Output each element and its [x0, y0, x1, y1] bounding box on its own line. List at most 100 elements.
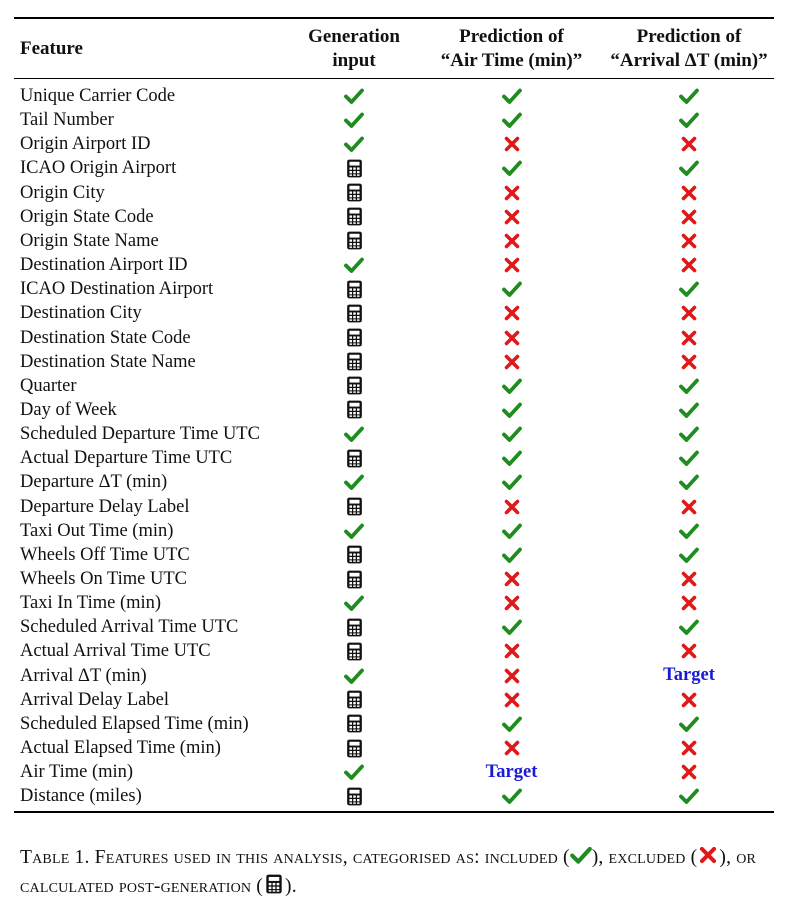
cell-arrival [604, 156, 774, 180]
feature-name: Arrival Delay Label [20, 689, 169, 710]
feature-name: Departure ΔT (min) [20, 472, 168, 493]
cell-gen-input [289, 591, 419, 615]
check-icon [501, 279, 522, 299]
cell-arrival [604, 784, 774, 808]
check-icon [679, 617, 699, 637]
cell-gen-input [289, 253, 419, 277]
cell-arrival [604, 350, 774, 374]
table-row: Scheduled Departure Time UTC [14, 422, 774, 446]
cell-air-time [419, 446, 604, 470]
feature-name: Scheduled Departure Time UTC [20, 424, 260, 445]
feature-name: Actual Arrival Time UTC [20, 641, 211, 662]
calculator-icon [344, 206, 365, 227]
check-icon [679, 86, 699, 106]
table-row: Quarter [14, 374, 774, 398]
check-icon [344, 521, 364, 541]
feature-name: Air Time (min) [20, 762, 134, 783]
cell-air-time [419, 84, 604, 108]
table-row: Wheels On Time UTC [14, 567, 774, 591]
cell-arrival [604, 301, 774, 325]
caption-text-4: ). [285, 876, 297, 897]
calculator-icon [344, 351, 365, 372]
check-icon [344, 255, 364, 275]
caption-text-1: Features used in this analysis, categori… [94, 847, 570, 868]
check-icon [501, 521, 522, 541]
table-row: Scheduled Arrival Time UTC [14, 615, 774, 639]
table-row: Origin Airport ID [14, 132, 774, 156]
cell-air-time [419, 326, 604, 350]
cell-gen-input [289, 108, 419, 132]
cross-icon [679, 690, 699, 710]
calculator-icon [344, 399, 365, 420]
feature-name: Destination City [20, 303, 142, 324]
cell-air-time [419, 205, 604, 229]
table-row: Taxi In Time (min) [14, 591, 774, 615]
cell-arrival [604, 229, 774, 253]
table-row: Actual Arrival Time UTC [14, 639, 774, 663]
check-icon [501, 545, 522, 565]
cell-arrival [604, 253, 774, 277]
table-row: Unique Carrier Code [14, 84, 774, 108]
cell-air-time [419, 567, 604, 591]
check-icon [344, 424, 364, 444]
cell-arrival [604, 326, 774, 350]
table-row: Wheels Off Time UTC [14, 543, 774, 567]
table-row: Departure Delay Label [14, 495, 774, 519]
cell-gen-input [289, 736, 419, 760]
table-bottom-rule [14, 811, 774, 813]
calculator-icon [344, 713, 365, 734]
cross-icon [679, 497, 699, 517]
header-arrival: Prediction of “Arrival ΔT (min)” [604, 25, 774, 73]
cross-icon [679, 569, 699, 589]
table-row: Arrival Delay Label [14, 688, 774, 712]
cell-air-time [419, 132, 604, 156]
feature-name: Origin Airport ID [20, 134, 151, 155]
feature-name: ICAO Destination Airport [20, 279, 214, 300]
cell-gen-input [289, 422, 419, 446]
cell-air-time [419, 784, 604, 808]
cell-gen-input [289, 84, 419, 108]
cross-icon [679, 255, 699, 275]
table-row: Tail Number [14, 108, 774, 132]
cell-gen-input [289, 784, 419, 808]
calculator-icon [344, 641, 365, 662]
cross-icon [502, 183, 522, 203]
check-icon [679, 545, 699, 565]
cross-icon [502, 231, 522, 251]
cell-gen-input [289, 615, 419, 639]
cell-gen-input [289, 567, 419, 591]
feature-name: Wheels On Time UTC [20, 569, 188, 589]
cell-air-time: Target [419, 760, 604, 784]
cell-arrival [604, 567, 774, 591]
feature-name: Origin State Code [20, 206, 154, 227]
cross-icon [679, 134, 699, 154]
cell-gen-input [289, 470, 419, 494]
cell-air-time [419, 398, 604, 422]
cross-icon [679, 207, 699, 227]
calculator-icon [263, 874, 285, 897]
cell-gen-input [289, 229, 419, 253]
table-row: Actual Elapsed Time (min) [14, 736, 774, 760]
check-icon [679, 714, 699, 734]
cell-arrival [604, 639, 774, 663]
cell-gen-input [289, 181, 419, 205]
header-generation-input-line2: input [332, 50, 376, 71]
cell-arrival [604, 591, 774, 615]
check-icon [501, 158, 522, 178]
header-arrival-line1: Prediction of [636, 26, 742, 47]
cell-arrival [604, 615, 774, 639]
feature-name: Scheduled Arrival Time UTC [20, 617, 239, 638]
header-feature: Feature [20, 38, 83, 59]
cross-icon [502, 641, 522, 661]
cell-gen-input [289, 543, 419, 567]
check-icon [501, 400, 522, 420]
check-icon [679, 786, 699, 806]
cell-arrival [604, 205, 774, 229]
cross-icon [679, 303, 699, 323]
cell-gen-input [289, 374, 419, 398]
header-air-time-line2: “Air Time (min)” [440, 50, 583, 71]
cell-air-time [419, 712, 604, 736]
target-label: Target [663, 665, 715, 686]
cross-icon [502, 666, 522, 686]
cell-air-time [419, 422, 604, 446]
